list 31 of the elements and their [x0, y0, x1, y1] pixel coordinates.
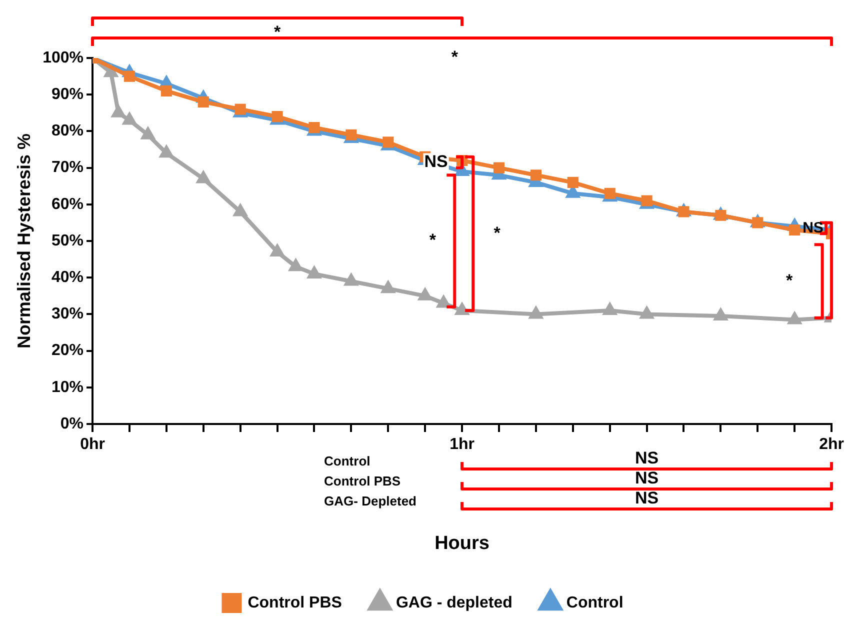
y-tick-label: 60% — [51, 196, 84, 213]
text: * — [274, 22, 281, 42]
y-tick-label: 100% — [42, 49, 84, 66]
x-axis-title: Hours — [434, 532, 490, 554]
text: Control PBS — [324, 474, 401, 489]
y-tick-label: 10% — [51, 378, 84, 396]
y-tick-label: 50% — [51, 232, 84, 250]
y-tick-label: 90% — [51, 86, 84, 104]
x-tick-label: 0hr — [80, 436, 105, 454]
legend-label: GAG - depleted — [396, 594, 512, 612]
text: NS — [634, 488, 659, 508]
annotation: * — [494, 223, 501, 242]
y-tick-label: 40% — [51, 269, 84, 286]
annotation: * — [451, 48, 458, 67]
text: NS — [634, 448, 659, 468]
annotation: * — [786, 270, 793, 290]
y-tick-label: 30% — [51, 306, 84, 323]
text: GAG- Depleted — [324, 494, 417, 509]
x-tick-label: 1hr — [450, 436, 474, 454]
legend-label: Control — [566, 594, 624, 612]
x-tick-label: 2hr — [819, 436, 844, 454]
annotation: * — [429, 230, 436, 250]
annotation: NS — [424, 152, 448, 171]
y-tick-label: 80% — [51, 122, 84, 140]
text: Control — [324, 454, 370, 469]
y-tick-label: 70% — [51, 159, 84, 176]
y-axis-title: Normalised Hysteresis % — [14, 133, 34, 349]
text: NS — [634, 468, 659, 488]
y-tick-label: 20% — [51, 342, 84, 360]
y-tick-label: 0% — [60, 415, 84, 432]
legend-label: Control PBS — [248, 594, 342, 612]
